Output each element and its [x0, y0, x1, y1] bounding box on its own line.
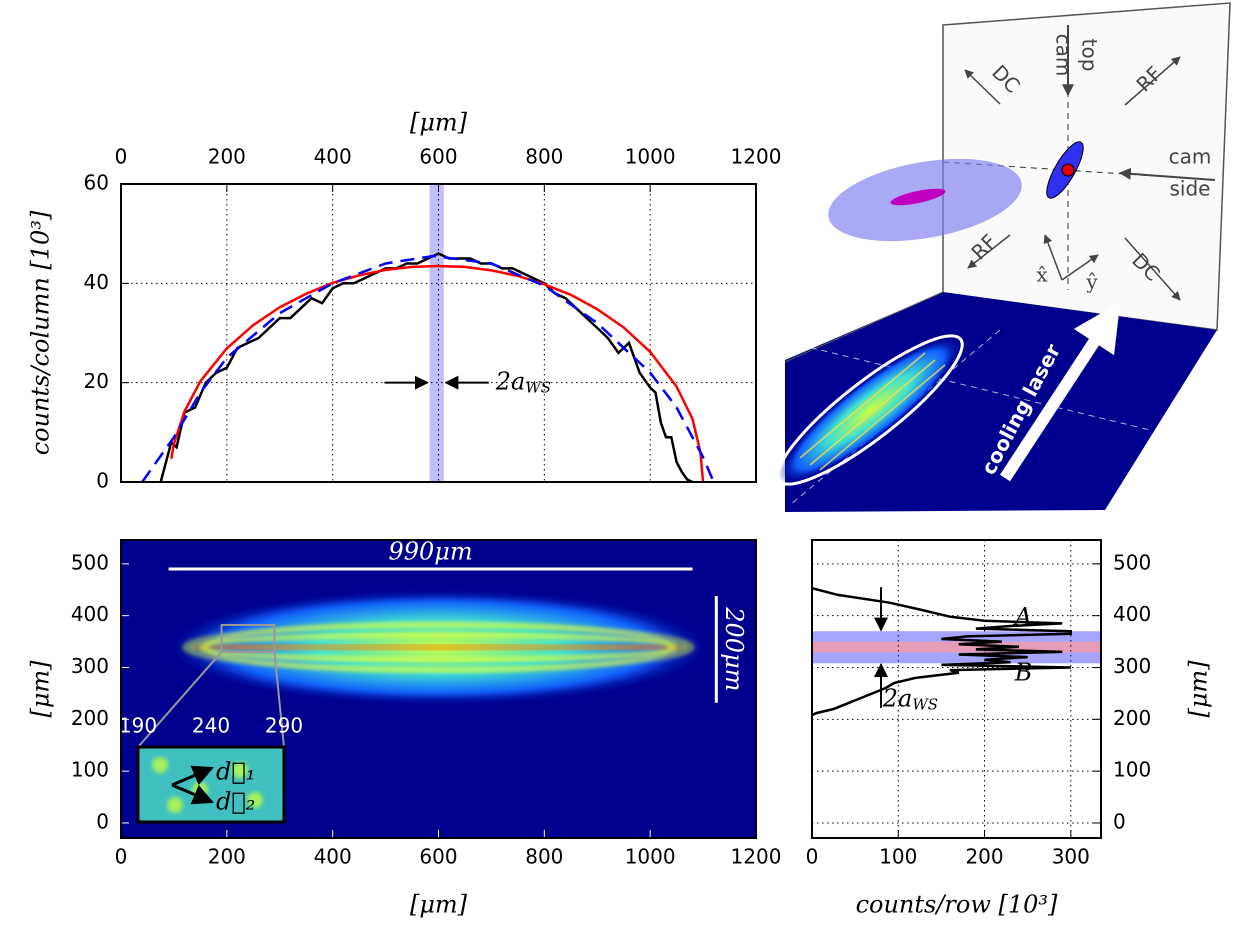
- plot-frame: [120, 539, 757, 839]
- x-tick-label: 0: [115, 845, 128, 869]
- annotation-sub: WS: [912, 696, 938, 714]
- x-tick-label: 200: [965, 845, 1003, 869]
- x-axis-label: [μm]: [410, 891, 468, 919]
- x-tick-label: 1000: [625, 845, 676, 869]
- x-tick-label: 0: [806, 845, 819, 869]
- x-axis-label: [μm]: [410, 109, 468, 137]
- y-tick-label: 20: [84, 369, 109, 393]
- y-tick-label: 400: [71, 602, 109, 626]
- inset-tick-label: 190: [119, 714, 157, 738]
- y-tick-label: 300: [1113, 654, 1151, 678]
- y-tick-label: 500: [71, 550, 109, 574]
- y-tick-label: 60: [84, 171, 109, 195]
- x-tick-label: 1200: [731, 145, 782, 169]
- y-tick-label: 0: [96, 469, 109, 493]
- band: [811, 641, 1102, 653]
- y-tick-label: 200: [71, 706, 109, 730]
- inset-ion: [152, 757, 168, 773]
- x-tick-label: 400: [314, 145, 352, 169]
- y-tick-label: 100: [1113, 758, 1151, 782]
- y-tick-label: 200: [1113, 706, 1151, 730]
- annotation: A: [1013, 603, 1032, 631]
- diagram-scene: [776, 2, 1231, 512]
- inset-ion: [232, 762, 248, 778]
- vector-label: d⃗₂: [216, 788, 255, 816]
- scale-label: 200μm: [720, 606, 748, 691]
- connector: [273, 651, 285, 748]
- ion-shell: [198, 632, 679, 662]
- annotation-main: 2a: [882, 684, 913, 712]
- x-tick-label: 1200: [731, 845, 782, 869]
- diagram-label: side: [1170, 177, 1211, 201]
- atom-image: [163, 589, 714, 705]
- x-tick-label: 600: [419, 845, 457, 869]
- annotation-sub: WS: [525, 379, 551, 397]
- inset-ion: [167, 797, 183, 813]
- x-tick-label: 200: [208, 145, 246, 169]
- y-tick-label: 500: [1113, 550, 1151, 574]
- y-axis-label: [μm]: [27, 660, 55, 718]
- ion-cloud: [163, 589, 714, 705]
- y-tick-label: 40: [84, 270, 109, 294]
- inset-region: [220, 623, 276, 653]
- plot-frame: [811, 539, 1102, 839]
- band: [429, 184, 444, 482]
- diagram-label: top: [1078, 39, 1102, 72]
- ion-shell: [193, 643, 684, 652]
- diagram-label: cam: [1169, 145, 1212, 169]
- connector: [137, 651, 223, 748]
- y-tick-label: 0: [96, 809, 109, 833]
- diagram-label: x̂: [1036, 263, 1048, 287]
- annotation-main: 2a: [495, 367, 526, 395]
- y-tick-label: 400: [1113, 602, 1151, 626]
- annotation: B: [1014, 659, 1033, 687]
- ion-shell: [204, 622, 673, 673]
- vector: [171, 783, 214, 805]
- x-tick-label: 800: [525, 145, 563, 169]
- vector-label: d⃗₁: [216, 758, 255, 786]
- x-tick-label: 300: [1052, 845, 1090, 869]
- x-tick-label: 1000: [625, 145, 676, 169]
- annotation: 2aWS: [495, 367, 551, 397]
- x-tick-label: 100: [879, 845, 917, 869]
- data-line: [159, 252, 694, 484]
- annotation: 2aWS: [882, 684, 938, 714]
- inset-tick-label: 240: [192, 714, 230, 738]
- x-tick-label: 600: [419, 145, 457, 169]
- x-tick-label: 200: [208, 845, 246, 869]
- x-tick-label: 400: [314, 845, 352, 869]
- inset-tick-label: 290: [265, 714, 303, 738]
- x-tick-label: 0: [115, 145, 128, 169]
- y-axis-label: [μm]: [1185, 660, 1213, 718]
- y-axis-label: counts/column [10³]: [27, 210, 55, 455]
- scale-label: 990μm: [388, 538, 472, 566]
- y-tick-label: 0: [1113, 809, 1126, 833]
- x-tick-label: 800: [525, 845, 563, 869]
- inset-ion: [247, 792, 263, 808]
- data-line: [170, 264, 705, 483]
- y-tick-label: 300: [71, 654, 109, 678]
- plot-frame: [120, 183, 757, 483]
- diagram-label: ŷ: [1085, 270, 1098, 294]
- diagram-label: cam: [1052, 34, 1076, 77]
- x-axis-label: counts/row [10³]: [856, 891, 1058, 919]
- data-line: [141, 254, 715, 483]
- vector: [171, 765, 214, 787]
- y-tick-label: 100: [71, 758, 109, 782]
